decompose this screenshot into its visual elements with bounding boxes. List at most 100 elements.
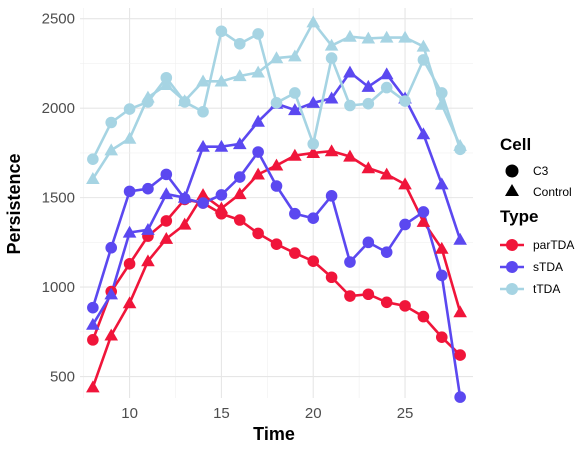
- data-point-ttda-c3: [380, 81, 393, 94]
- data-point-ttda-c3: [325, 52, 338, 64]
- data-point-stda-control: [122, 225, 137, 238]
- data-point-ttda-control: [306, 15, 321, 28]
- data-point-stda-c3: [380, 246, 393, 258]
- data-point-stda-c3: [197, 197, 209, 209]
- data-point-partda-control: [361, 161, 376, 174]
- legend: Cell C3 Control Type parTDA sTDA tTDA: [500, 135, 574, 296]
- data-point-stda-c3: [362, 236, 375, 249]
- data-point-stda-control: [416, 127, 431, 140]
- legend-partda-key: [506, 239, 518, 251]
- y-tick-label: 500: [50, 369, 75, 386]
- data-point-stda-control: [104, 287, 119, 300]
- data-point-ttda-c3: [87, 153, 99, 165]
- legend-stda-key: [506, 261, 518, 273]
- data-point-ttda-control: [434, 97, 449, 110]
- data-point-ttda-control: [269, 51, 284, 64]
- data-point-stda-c3: [215, 189, 228, 201]
- data-point-ttda-control: [141, 90, 155, 103]
- data-point-stda-control: [159, 187, 174, 200]
- legend-c3-label: C3: [533, 164, 549, 178]
- x-axis-title: Time: [253, 424, 295, 444]
- data-point-partda-c3: [344, 290, 356, 302]
- data-point-ttda-control: [232, 69, 247, 82]
- data-point-ttda-c3: [233, 37, 246, 50]
- legend-type-entries: parTDA sTDA tTDA: [500, 238, 574, 296]
- data-point-ttda-c3: [160, 71, 173, 84]
- data-point-ttda-c3: [344, 99, 356, 112]
- y-axis-title: Persistence: [4, 153, 24, 254]
- data-point-partda-control: [324, 144, 339, 157]
- legend-stda-label: sTDA: [533, 260, 563, 274]
- data-point-partda-c3: [435, 331, 448, 343]
- data-point-stda-c3: [435, 269, 448, 282]
- data-point-stda-control: [288, 103, 302, 116]
- data-point-partda-c3: [233, 214, 246, 226]
- data-point-stda-c3: [344, 256, 356, 268]
- x-tick-label: 25: [397, 405, 414, 422]
- data-point-ttda-control: [196, 74, 210, 87]
- data-point-ttda-c3: [270, 97, 283, 109]
- x-tick-label: 10: [121, 405, 138, 422]
- data-point-stda-c3: [233, 171, 246, 183]
- y-tick-label: 1000: [42, 279, 75, 296]
- data-point-stda-control: [232, 137, 247, 150]
- data-point-partda-control: [122, 296, 137, 309]
- data-point-partda-control: [434, 241, 449, 254]
- y-tick-label: 2500: [42, 11, 75, 28]
- legend-ttda-label: tTDA: [533, 282, 560, 296]
- data-point-partda-control: [232, 187, 247, 200]
- data-point-ttda-c3: [215, 25, 228, 38]
- data-point-partda-c3: [307, 255, 320, 267]
- data-point-stda-control: [434, 177, 449, 190]
- x-tick-label: 20: [305, 405, 322, 422]
- legend-ttda-key: [506, 283, 518, 295]
- data-point-partda-control: [251, 167, 265, 180]
- data-point-stda-control: [141, 223, 155, 235]
- data-point-stda-c3: [325, 190, 338, 202]
- data-point-ttda-control: [159, 78, 174, 91]
- data-point-stda-c3: [399, 218, 411, 231]
- data-point-stda-control: [86, 317, 100, 330]
- data-point-partda-control: [288, 148, 302, 161]
- data-point-partda-c3: [270, 238, 283, 250]
- data-point-ttda-c3: [362, 97, 375, 110]
- data-point-ttda-control: [379, 30, 394, 43]
- data-point-partda-c3: [454, 349, 466, 361]
- data-point-ttda-c3: [417, 54, 430, 66]
- data-point-stda-c3: [270, 180, 283, 192]
- data-point-stda-c3: [417, 206, 430, 218]
- legend-type-title: Type: [500, 207, 538, 226]
- data-point-stda-control: [177, 190, 192, 203]
- data-point-partda-control: [86, 380, 100, 393]
- data-point-partda-c3: [87, 334, 99, 346]
- data-point-ttda-control: [398, 30, 412, 43]
- data-point-partda-control: [269, 158, 284, 171]
- data-point-stda-control: [251, 114, 265, 127]
- legend-c3-key: [505, 164, 519, 178]
- legend-cell-title: Cell: [500, 135, 531, 154]
- data-point-stda-control: [214, 139, 229, 152]
- data-point-partda-control: [141, 254, 155, 267]
- data-point-partda-c3: [325, 271, 338, 284]
- data-point-stda-control: [324, 91, 339, 104]
- data-point-partda-c3: [289, 247, 301, 259]
- data-point-ttda-control: [104, 143, 119, 156]
- data-point-ttda-c3: [399, 95, 411, 107]
- data-point-partda-c3: [417, 310, 430, 323]
- data-point-ttda-control: [177, 94, 192, 107]
- y-axis-ticks: 500 1000 1500 2000 2500: [42, 11, 75, 386]
- data-point-ttda-c3: [252, 28, 264, 40]
- data-point-stda-control: [453, 232, 467, 245]
- data-point-partda-control: [453, 305, 467, 318]
- data-point-ttda-control: [214, 74, 229, 87]
- data-point-ttda-control: [416, 39, 431, 52]
- data-point-stda-control: [361, 79, 376, 92]
- data-point-partda-control: [159, 231, 174, 244]
- data-point-partda-c3: [252, 227, 264, 240]
- y-tick-label: 2000: [42, 100, 75, 117]
- data-point-ttda-control: [288, 49, 302, 62]
- data-point-ttda-control: [122, 131, 137, 144]
- data-point-stda-c3: [123, 185, 136, 198]
- legend-partda-label: parTDA: [533, 238, 574, 252]
